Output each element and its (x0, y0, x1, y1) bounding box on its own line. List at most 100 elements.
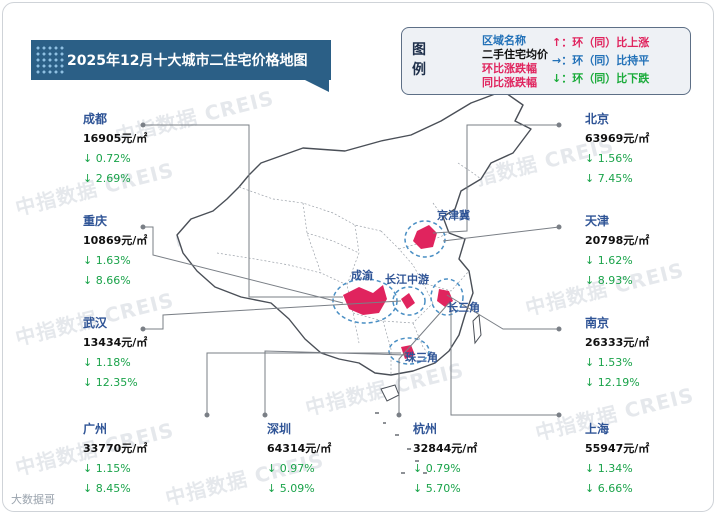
leader-shanghai (450, 303, 559, 416)
city-price: 55947元/㎡ (585, 442, 650, 455)
city-mom-change: ↓ 1.15% (83, 462, 131, 475)
taiwan-island (472, 313, 482, 345)
city-price: 26333元/㎡ (585, 336, 650, 349)
city-name: 广州 (83, 422, 108, 436)
city-card-tianjin: 天津 20798元/㎡ ↓ 1.62% ↓ 8.93% (585, 211, 649, 291)
city-yoy-change: ↓ 8.66% (83, 274, 131, 287)
city-mom-change: ↓ 1.34% (585, 462, 633, 475)
city-card-chengdu: 成都 16905元/㎡ ↓ 0.72% ↓ 2.69% (83, 109, 147, 189)
leader-dot-nanjing (556, 326, 562, 332)
city-price: 16905元/㎡ (83, 132, 148, 145)
leader-dot-chengdu (140, 122, 146, 128)
city-price: 20798元/㎡ (585, 234, 650, 247)
city-price: 64314元/㎡ (267, 442, 332, 455)
legend-field-price: 二手住宅均价 (482, 48, 548, 61)
leader-dot-chongqing (140, 224, 146, 230)
city-yoy-change: ↓ 5.09% (267, 482, 315, 495)
page-title: 2025年12月十大城市二住宅价格地图 (67, 53, 308, 69)
leader-dot-hangzhou (396, 412, 402, 418)
city-mom-change: ↓ 0.72% (83, 152, 131, 165)
legend-trend-up: ↑：环（同）比上涨 (552, 34, 649, 52)
arrow-down-icon: ↓ (552, 72, 562, 85)
changsanjiao-highlight (437, 289, 453, 307)
legend-trend-up-label: ：环（同）比上涨 (561, 36, 650, 49)
leader-dot-tianjin (556, 224, 562, 230)
region-label-changsanjiao: 长三角 (447, 301, 480, 314)
title-banner (31, 40, 331, 80)
leader-nanjing (446, 294, 559, 330)
city-mom-change: ↓ 0.97% (267, 462, 315, 475)
city-mom-change: ↓ 1.63% (83, 254, 131, 267)
city-name: 深圳 (267, 422, 292, 436)
leader-shenzhen (264, 350, 408, 415)
title-dot-pattern (35, 45, 65, 75)
city-yoy-change: ↓ 8.93% (585, 274, 633, 287)
leader-dot-wuhan (140, 326, 146, 332)
legend-field-mom: 环比涨跌幅 (482, 62, 537, 75)
chengyu-highlight (343, 285, 387, 315)
legend-field-yoy: 同比涨跌幅 (482, 76, 537, 89)
china-map (140, 90, 562, 474)
title-banner-tail (295, 75, 329, 92)
region-label-jingjinji: 京津冀 (437, 209, 470, 222)
legend-trend-down-label: ：环（同）比下跌 (561, 72, 650, 85)
city-yoy-change: ↓ 5.70% (413, 482, 461, 495)
city-card-chongqing: 重庆 10869元/㎡ ↓ 1.63% ↓ 8.66% (83, 211, 147, 291)
city-name: 成都 (83, 112, 108, 126)
city-name: 天津 (585, 214, 610, 228)
legend: 图例 区域名称 二手住宅均价 环比涨跌幅 同比涨跌幅 ↑：环（同）比上涨 →：环… (401, 27, 691, 95)
city-price: 33770元/㎡ (83, 442, 148, 455)
legend-trend-flat-label: ：环（同）比持平 (561, 54, 650, 67)
legend-field-list: 区域名称 二手住宅均价 环比涨跌幅 同比涨跌幅 (482, 34, 548, 90)
city-name: 上海 (585, 422, 610, 436)
leader-dot-guangzhou (204, 412, 210, 418)
zhusanjiao-highlight (401, 345, 415, 359)
legend-label: 图例 (412, 42, 426, 78)
leader-hangzhou (398, 302, 450, 415)
leader-tianjin (442, 226, 560, 242)
changsanjiao-region (430, 278, 464, 316)
leader-chongqing (143, 226, 344, 304)
leader-dot-shenzhen (262, 412, 268, 418)
city-mom-change: ↓ 1.62% (585, 254, 633, 267)
brand-watermark: 大数据哥 (11, 493, 55, 506)
city-mom-change: ↓ 1.18% (83, 356, 131, 369)
city-card-shenzhen: 深圳 64314元/㎡ ↓ 0.97% ↓ 5.09% (267, 419, 331, 499)
city-card-wuhan: 武汉 13434元/㎡ ↓ 1.18% ↓ 12.35% (83, 313, 147, 393)
jingjinji-region (404, 220, 446, 258)
city-name: 南京 (585, 316, 610, 330)
region-label-chengyu: 成渝 (351, 269, 373, 282)
leader-dot-shanghai (556, 412, 562, 418)
arrow-right-icon: → (552, 54, 562, 67)
south-sea-islands (375, 412, 427, 474)
city-card-beijing: 北京 63969元/㎡ ↓ 1.56% ↓ 7.45% (585, 109, 649, 189)
hainan-island (380, 384, 400, 402)
leader-chengdu (143, 124, 343, 298)
leader-dot-beijing (556, 122, 562, 128)
city-price: 63969元/㎡ (585, 132, 650, 145)
city-card-guangzhou: 广州 33770元/㎡ ↓ 1.15% ↓ 8.45% (83, 419, 147, 499)
city-name: 武汉 (83, 316, 108, 330)
city-yoy-change: ↓ 8.45% (83, 482, 131, 495)
city-name: 重庆 (83, 214, 108, 228)
city-mom-change: ↓ 1.56% (585, 152, 633, 165)
changjiang-region (392, 286, 426, 316)
city-card-hangzhou: 杭州 32844元/㎡ ↓ 0.79% ↓ 5.70% (413, 419, 477, 499)
zhusanjiao-region (388, 337, 430, 365)
city-name: 杭州 (413, 422, 438, 436)
arrow-up-icon: ↑ (552, 36, 562, 49)
city-yoy-change: ↓ 2.69% (83, 172, 131, 185)
region-label-changjiang: 长江中游 (385, 273, 429, 286)
city-name: 北京 (585, 112, 610, 126)
city-price: 13434元/㎡ (83, 336, 148, 349)
leader-lines (140, 122, 562, 418)
legend-trend-flat: →：环（同）比持平 (552, 52, 649, 70)
leader-wuhan (143, 300, 402, 330)
city-price: 32844元/㎡ (413, 442, 478, 455)
city-price: 10869元/㎡ (83, 234, 148, 247)
leader-beijing (432, 124, 559, 234)
legend-trend-list: ↑：环（同）比上涨 →：环（同）比持平 ↓：环（同）比下跌 (552, 34, 649, 88)
city-mom-change: ↓ 0.79% (413, 462, 461, 475)
changjiang-highlight (401, 293, 415, 309)
